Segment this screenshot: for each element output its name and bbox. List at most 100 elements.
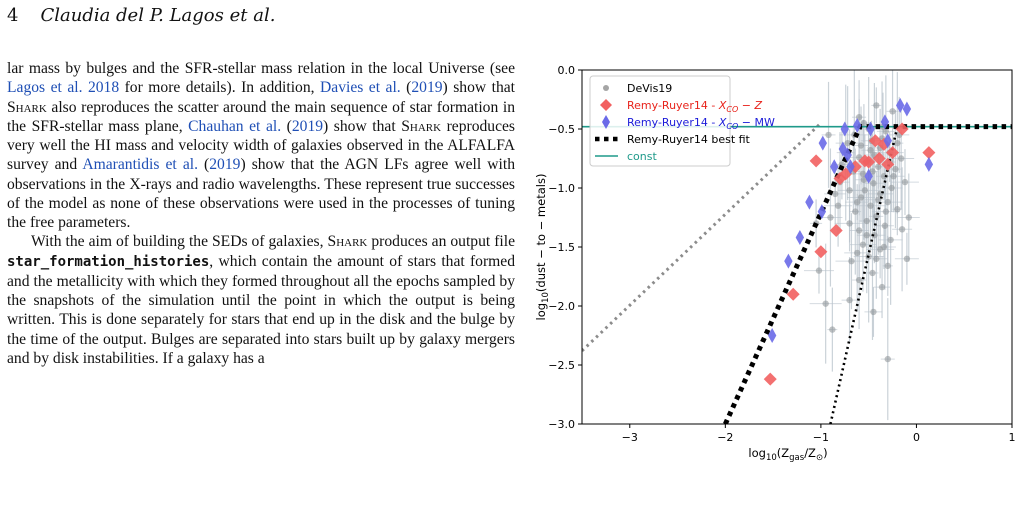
point-devis19 xyxy=(884,198,891,206)
legend-label-devis: DeVis19 xyxy=(627,82,672,95)
legend-marker-rr-z xyxy=(600,99,612,111)
point-devis19 xyxy=(884,355,891,363)
text-run: ( xyxy=(400,79,412,97)
citation-link[interactable]: Davies et al. xyxy=(320,79,401,97)
point-devis19 xyxy=(867,147,874,154)
point-devis19 xyxy=(897,155,905,162)
point-devis19 xyxy=(901,178,909,186)
point-devis19 xyxy=(846,296,853,304)
point-devis19 xyxy=(846,187,853,194)
legend-marker-devis19 xyxy=(603,85,609,91)
text-run: ( xyxy=(197,156,210,174)
line-extrapolation-dotted xyxy=(582,122,822,352)
running-header: 4 Claudia del P. Lagos et al. xyxy=(7,5,275,26)
paragraph: With the aim of building the SEDs of gal… xyxy=(7,232,515,368)
legend-label-rr_fit: Remy-Ruyer14 best fit xyxy=(627,133,751,146)
point-remy-ruyer14-xco-z xyxy=(858,154,872,168)
legend-label-rr_z: Remy-Ruyer14 - XCO − Z xyxy=(627,99,762,114)
point-devis19 xyxy=(832,190,839,198)
point-devis19 xyxy=(822,300,829,307)
legend-marker-rr-mw xyxy=(602,115,610,129)
point-devis19 xyxy=(854,249,861,257)
point-devis19 xyxy=(815,267,823,274)
point-devis19 xyxy=(898,226,906,233)
point-remy-ruyer14-xco-mw xyxy=(795,230,805,246)
text-run: produces an output file xyxy=(367,233,515,251)
point-devis19 xyxy=(875,196,882,203)
point-devis19 xyxy=(880,243,888,251)
point-remy-ruyer14-xco-z xyxy=(763,372,777,386)
point-devis19 xyxy=(892,165,899,173)
point-devis19 xyxy=(894,139,901,147)
point-devis19 xyxy=(860,176,868,183)
point-remy-ruyer14-xco-z xyxy=(829,223,843,237)
point-devis19 xyxy=(857,142,865,149)
point-devis19 xyxy=(882,208,890,215)
text-run: lar mass by bulges and the SFR-stellar m… xyxy=(7,60,515,77)
point-remy-ruyer14-xco-mw xyxy=(830,159,839,175)
citation-link[interactable]: Lagos et al. 2018 xyxy=(7,79,120,97)
citation-link[interactable]: Amarantidis et al. xyxy=(82,156,198,174)
point-remy-ruyer14-xco-mw xyxy=(767,328,777,343)
legend-label-const: const xyxy=(627,150,657,163)
point-devis19 xyxy=(903,255,911,262)
point-devis19 xyxy=(894,206,901,213)
citation-link[interactable]: 2019 xyxy=(291,117,324,135)
y-tick-label: −2.5 xyxy=(548,359,575,372)
point-devis19 xyxy=(825,131,832,139)
point-devis19 xyxy=(873,102,880,109)
x-tick-label: 1 xyxy=(1009,431,1016,444)
point-remy-ruyer14-xco-mw xyxy=(805,194,814,210)
point-devis19 xyxy=(890,173,897,180)
citation-link[interactable]: 2019 xyxy=(209,156,241,174)
y-axis-label: log10(dust − to − metals) xyxy=(534,174,551,321)
point-remy-ruyer14-xco-z xyxy=(922,146,936,160)
y-tick-label: −3.0 xyxy=(548,418,575,431)
point-devis19 xyxy=(846,220,853,227)
point-devis19 xyxy=(871,232,878,239)
point-devis19 xyxy=(884,262,891,270)
point-devis19 xyxy=(881,222,889,229)
citation-link[interactable]: Chauhan et al. xyxy=(188,117,282,135)
text-run: , which contain the amount of stars that… xyxy=(7,252,515,367)
point-remy-ruyer14-xco-z xyxy=(809,154,823,168)
paragraph: lar mass by bulges and the SFR-stellar m… xyxy=(7,59,515,232)
point-devis19 xyxy=(855,227,863,234)
y-tick-label: −1.5 xyxy=(548,241,575,254)
point-remy-ruyer14-xco-z xyxy=(886,146,900,160)
dust-to-metals-chart: −3 −2 −1 0 1 0.0 −0.5 −1.0 −1.5 −2.0 −2.5 −3.0 log10… xyxy=(534,64,1016,463)
point-devis19 xyxy=(860,119,868,127)
point-devis19 xyxy=(887,236,894,244)
point-devis19 xyxy=(880,173,888,180)
citation-link[interactable]: 2019 xyxy=(411,79,443,97)
point-remy-ruyer14-xco-z xyxy=(872,152,886,165)
body-text-column: lar mass by bulges and the SFR-stellar m… xyxy=(7,59,515,368)
point-devis19 xyxy=(859,241,867,248)
text-run: ( xyxy=(281,117,292,135)
point-remy-ruyer14-xco-z xyxy=(881,157,895,171)
point-remy-ruyer14-xco-mw xyxy=(924,156,934,172)
point-remy-ruyer14-xco-mw xyxy=(846,159,855,175)
text-run: ) show that xyxy=(323,117,402,135)
text-run: With the aim of building the SEDs of gal… xyxy=(31,233,328,251)
point-devis19 xyxy=(870,308,877,316)
line-steep-dotted xyxy=(829,126,899,424)
point-devis19 xyxy=(829,326,836,333)
y-tick-label: −1.0 xyxy=(548,182,575,195)
y-tick-label: −0.5 xyxy=(548,123,575,136)
point-remy-ruyer14-xco-mw xyxy=(880,114,890,130)
point-remy-ruyer14-xco-z xyxy=(786,287,800,301)
point-devis19 xyxy=(852,208,859,215)
point-remy-ruyer14-xco-mw xyxy=(866,121,875,137)
x-tick-label: −2 xyxy=(717,431,733,444)
point-devis19 xyxy=(855,276,863,284)
point-remy-ruyer14-xco-mw xyxy=(784,253,793,269)
y-tick-label: −2.0 xyxy=(548,300,575,313)
point-devis19 xyxy=(882,128,890,135)
text-run: ) show that xyxy=(442,79,515,97)
point-devis19 xyxy=(867,202,874,209)
point-remy-ruyer14-xco-z xyxy=(814,245,828,259)
text-run: for more details). In addition, xyxy=(119,79,321,97)
running-header-authors: Claudia del P. Lagos et al. xyxy=(40,5,276,26)
x-tick-label: −1 xyxy=(813,431,829,444)
